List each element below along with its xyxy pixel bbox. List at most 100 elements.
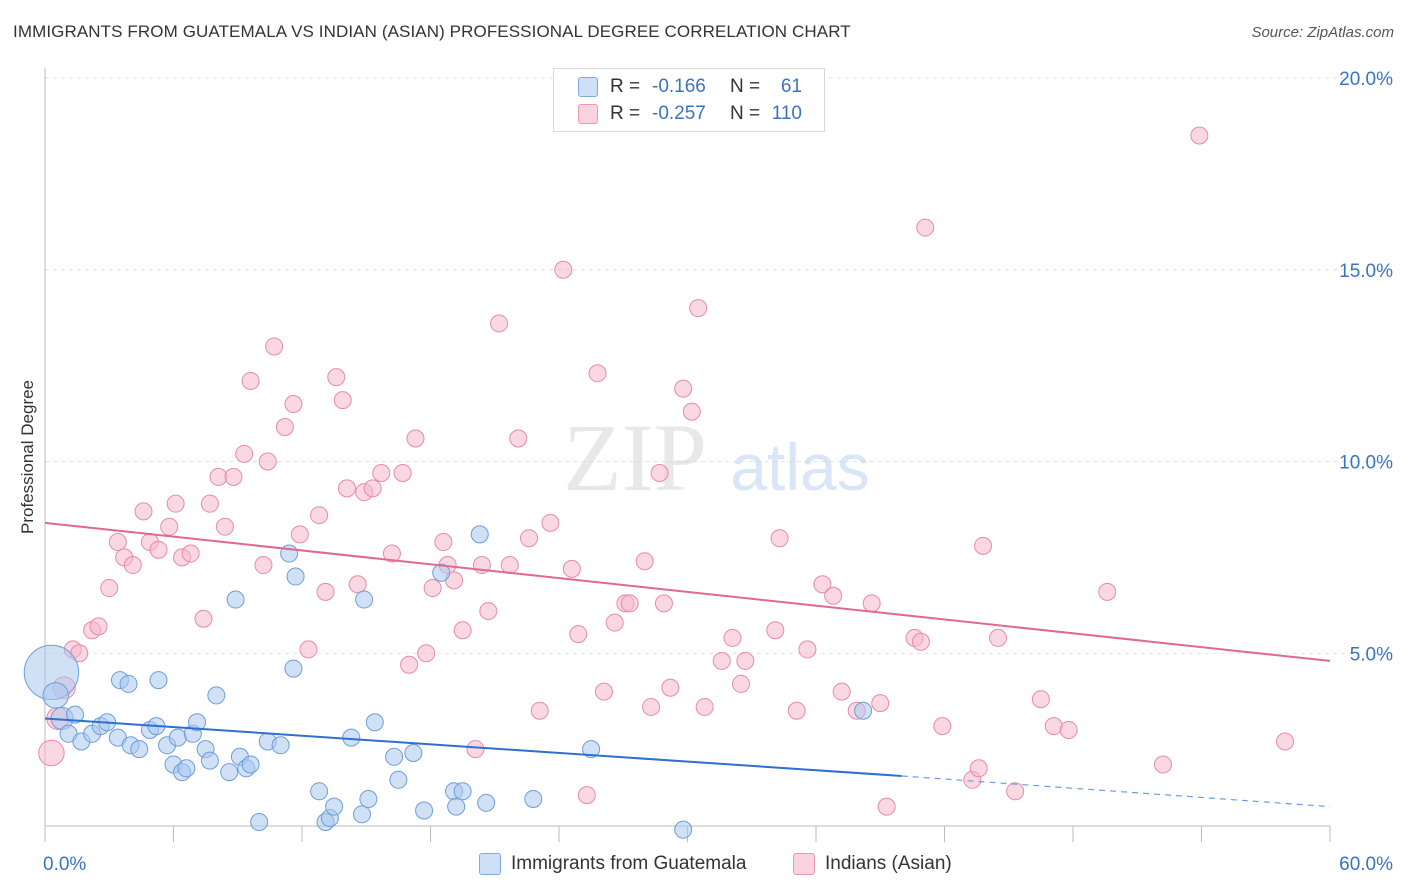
point-indians-asian <box>466 740 485 759</box>
legend-row-indians: R = -0.257 N = 110 <box>578 101 802 127</box>
point-guatemala <box>854 701 873 720</box>
trend-line-guatemala <box>44 717 902 777</box>
point-indians-asian <box>661 678 680 697</box>
y-tick-label: 20.0% <box>1339 69 1393 90</box>
x-tick-label: 0.0% <box>43 854 86 875</box>
point-indians-asian <box>933 717 952 736</box>
point-guatemala <box>359 789 378 808</box>
point-guatemala <box>119 674 138 693</box>
point-indians-asian <box>877 797 896 816</box>
point-indians-asian <box>1044 717 1063 736</box>
legend-r-label: R = <box>610 103 641 124</box>
point-indians-asian <box>382 544 401 563</box>
point-indians-asian <box>1153 755 1172 774</box>
legend-swatch-blue <box>578 77 598 97</box>
point-indians-asian <box>393 464 412 483</box>
point-guatemala <box>389 770 408 789</box>
point-indians-asian <box>241 371 260 390</box>
point-indians-asian <box>832 682 851 701</box>
point-indians-asian <box>530 701 549 720</box>
point-indians-asian <box>275 417 294 436</box>
point-guatemala <box>477 793 496 812</box>
point-indians-asian <box>200 494 219 513</box>
series-indians-asian-points <box>38 126 1295 816</box>
point-guatemala <box>447 797 466 816</box>
point-guatemala <box>365 713 384 732</box>
legend-n-label: N = <box>730 76 761 97</box>
legend-n-label: N = <box>730 103 761 124</box>
point-guatemala <box>582 740 601 759</box>
watermark-atlas: atlas <box>730 430 869 504</box>
point-indians-asian <box>453 621 472 640</box>
legend-row-guatemala: R = -0.166 N = 61 <box>578 74 802 100</box>
point-indians-asian <box>577 786 596 805</box>
point-indians-asian <box>798 640 817 659</box>
legend-r-label: R = <box>610 76 641 97</box>
point-indians-asian <box>38 739 65 767</box>
point-indians-asian <box>674 379 693 398</box>
trend-line-guatemala-extrapolated <box>901 775 1331 808</box>
point-indians-asian <box>417 644 436 663</box>
point-indians-asian <box>989 628 1008 647</box>
point-indians-asian <box>736 651 755 670</box>
point-indians-asian <box>333 391 352 410</box>
y-axis-label: Professional Degree <box>18 379 37 535</box>
point-indians-asian <box>337 479 356 498</box>
tick-labels: 5.0% 10.0% 15.0% 20.0% 0.0% 60.0% <box>43 69 1393 875</box>
point-indians-asian <box>89 617 108 636</box>
point-indians-asian <box>588 364 607 383</box>
point-guatemala <box>674 820 693 839</box>
bottom-legend-label: Indians (Asian) <box>825 853 952 874</box>
point-guatemala <box>355 590 374 609</box>
point-indians-asian <box>682 402 701 421</box>
point-indians-asian <box>327 368 346 387</box>
point-indians-asian <box>209 467 228 486</box>
point-guatemala <box>220 763 239 782</box>
point-indians-asian <box>316 582 335 601</box>
point-guatemala <box>284 659 303 678</box>
point-guatemala <box>130 740 149 759</box>
watermark: ZIP atlas <box>563 404 870 511</box>
legend-n-value: 61 <box>780 76 802 97</box>
point-indians-asian <box>689 299 708 318</box>
point-indians-asian <box>258 452 277 471</box>
point-guatemala <box>415 801 434 820</box>
point-indians-asian <box>100 579 119 598</box>
point-guatemala <box>241 755 260 774</box>
point-indians-asian <box>871 694 890 713</box>
point-indians-asian <box>479 602 498 621</box>
bottom-legend-swatch-pink <box>793 853 815 875</box>
point-guatemala <box>286 567 305 586</box>
point-indians-asian <box>1098 582 1117 601</box>
point-indians-asian <box>650 464 669 483</box>
point-indians-asian <box>695 697 714 716</box>
point-guatemala <box>453 782 472 801</box>
point-indians-asian <box>215 517 234 536</box>
point-guatemala <box>310 782 329 801</box>
trend-lines <box>44 521 1331 808</box>
point-indians-asian <box>406 429 425 448</box>
point-indians-asian <box>235 444 254 463</box>
point-indians-asian <box>732 674 751 693</box>
point-indians-asian <box>654 594 673 613</box>
point-indians-asian <box>824 586 843 605</box>
point-guatemala <box>226 590 245 609</box>
point-guatemala <box>65 705 84 724</box>
point-guatemala <box>149 671 168 690</box>
point-indians-asian <box>254 556 273 575</box>
point-indians-asian <box>605 613 624 632</box>
point-indians-asian <box>642 697 661 716</box>
legend-r-value: -0.166 <box>652 76 706 97</box>
point-indians-asian <box>620 594 639 613</box>
point-indians-asian <box>541 513 560 532</box>
point-guatemala <box>250 812 269 831</box>
point-indians-asian <box>1006 782 1025 801</box>
bottom-legend-guatemala: Immigrants from Guatemala <box>479 851 746 877</box>
y-tick-label: 5.0% <box>1350 644 1393 665</box>
point-indians-asian <box>500 556 519 575</box>
point-guatemala <box>207 686 226 705</box>
bottom-legend-indians: Indians (Asian) <box>793 851 952 877</box>
bottom-legend-swatch-blue <box>479 853 501 875</box>
point-guatemala <box>200 751 219 770</box>
point-indians-asian <box>290 525 309 544</box>
